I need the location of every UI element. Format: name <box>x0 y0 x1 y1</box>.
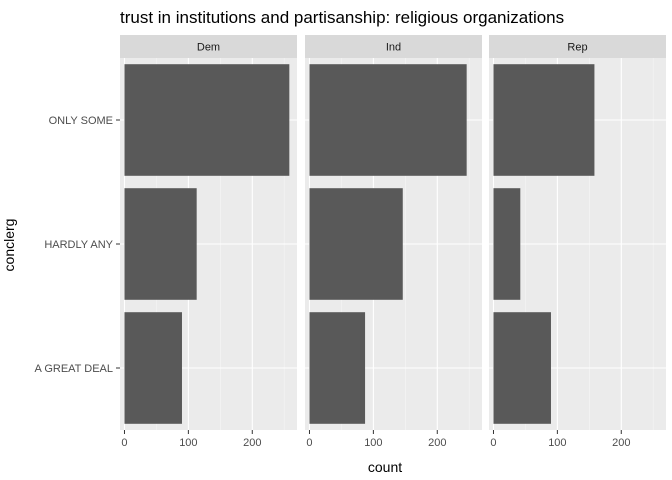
y-tick-label: HARDLY ANY <box>44 239 113 251</box>
facet-strip <box>120 35 297 58</box>
facet-panel-ind: Ind 0 100 200 <box>305 35 482 449</box>
facet-strip-label: Ind <box>386 42 401 54</box>
y-axis-ticks: ONLY SOME HARDLY ANY A GREAT DEAL <box>35 115 120 375</box>
x-axis-title: count <box>368 459 402 475</box>
facet-panel-rep: Rep 0 100 200 <box>489 35 666 449</box>
y-tick-label: A GREAT DEAL <box>35 363 113 375</box>
bar-dem-0 <box>124 64 290 176</box>
facet-strip <box>305 35 482 58</box>
y-axis-title: conclerg <box>1 219 17 272</box>
facet-strip <box>489 35 666 58</box>
chart-title: trust in institutions and partisanship: … <box>120 8 564 27</box>
bar-ind-0 <box>309 64 467 176</box>
bar-rep-1 <box>493 188 521 300</box>
x-tick-label: 200 <box>428 437 446 449</box>
bar-dem-2 <box>124 312 182 424</box>
x-tick-label: 100 <box>179 437 197 449</box>
bar-ind-2 <box>309 312 366 424</box>
y-tick-label: ONLY SOME <box>49 115 113 127</box>
facet-strip-label: Rep <box>567 42 587 54</box>
x-tick-label: 0 <box>121 437 127 449</box>
x-tick-label: 100 <box>364 437 382 449</box>
facet-panel-dem: Dem 0 100 200 <box>120 35 297 449</box>
bar-rep-0 <box>493 64 595 176</box>
x-tick-label: 100 <box>548 437 566 449</box>
bar-rep-2 <box>493 312 551 424</box>
x-tick-label: 200 <box>243 437 261 449</box>
facet-strip-label: Dem <box>197 42 220 54</box>
x-tick-label: 0 <box>306 437 312 449</box>
x-tick-label: 0 <box>490 437 496 449</box>
bar-ind-1 <box>309 188 403 300</box>
bar-dem-1 <box>124 188 197 300</box>
x-tick-label: 200 <box>612 437 630 449</box>
facet-panels: Dem 0 100 200 Ind 0 100 200 Rep 0 100 200 <box>120 35 666 449</box>
